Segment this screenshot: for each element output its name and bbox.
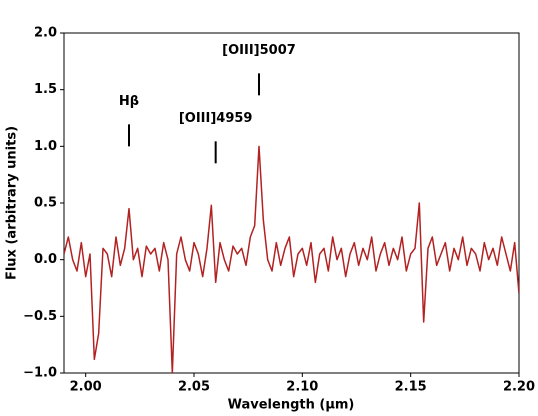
x-tick-label: 2.10	[286, 380, 318, 395]
x-tick-label: 2.05	[178, 380, 210, 395]
y-tick-label: 0.5	[34, 196, 57, 211]
plot-frame	[63, 32, 520, 374]
annotation-label: [OIII]5007	[222, 43, 296, 58]
spectrum-line	[64, 145, 519, 373]
x-tick-label: 2.15	[395, 380, 427, 395]
y-tick-label: 1.5	[34, 82, 57, 97]
x-tick-label: 2.20	[503, 380, 535, 395]
annotation-label: Hβ	[119, 94, 139, 109]
x-tick-label: 2.00	[70, 380, 102, 395]
y-tick-label: 1.0	[34, 139, 57, 154]
y-tick-label: −1.0	[23, 366, 57, 381]
y-tick-label: −0.5	[23, 309, 57, 324]
annotation-label: [OIII]4959	[179, 111, 253, 126]
y-tick-label: 0.0	[34, 252, 57, 267]
x-axis-label: Wavelength (µm)	[228, 398, 355, 413]
y-tick-label: 2.0	[34, 26, 57, 41]
y-axis-label: Flux (arbitrary units)	[5, 126, 20, 280]
